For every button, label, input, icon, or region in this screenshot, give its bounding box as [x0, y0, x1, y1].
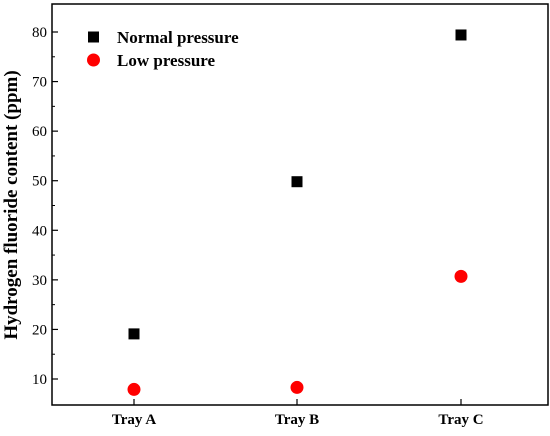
- data-point-square: [291, 176, 303, 188]
- legend-label: Low pressure: [117, 51, 216, 70]
- y-tick-label: 10: [32, 372, 47, 388]
- plot-frame: [51, 3, 549, 406]
- legend-marker-square: [88, 31, 99, 43]
- x-tick-label: Tray C: [438, 412, 483, 428]
- x-axis: Tray A Tray B Tray C: [112, 399, 484, 428]
- y-tick-label: 30: [32, 273, 47, 289]
- y-tick-label: 50: [32, 174, 47, 190]
- y-tick-label: 20: [32, 322, 47, 338]
- y-tick-label: 40: [32, 223, 47, 239]
- x-tick-label: Tray B: [275, 412, 319, 428]
- y-axis: 10 20 30 40 50 60 70 80: [32, 25, 58, 388]
- data-points: [127, 29, 468, 396]
- y-tick-label: 60: [32, 124, 47, 140]
- y-axis-title: Hydrogen fluoride content (ppm): [1, 70, 22, 339]
- data-point-square: [455, 29, 467, 41]
- data-point-circle: [454, 269, 468, 283]
- data-point-circle: [127, 382, 141, 396]
- legend-label: Normal pressure: [117, 28, 239, 47]
- y-tick-label: 80: [32, 25, 47, 41]
- data-point-square: [128, 328, 140, 340]
- y-tick-label: 70: [32, 75, 47, 91]
- x-tick-label: Tray A: [112, 412, 156, 428]
- legend-marker-circle: [87, 53, 100, 67]
- data-point-circle: [290, 380, 304, 394]
- legend: Normal pressure Low pressure: [87, 28, 239, 70]
